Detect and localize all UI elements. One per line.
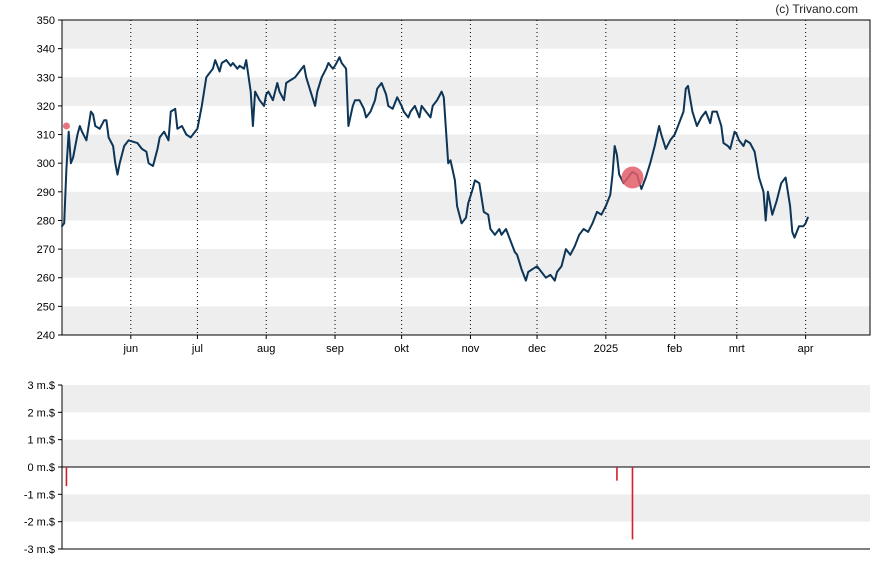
insider-trade-marker	[621, 166, 644, 189]
x-tick-label: mrt	[729, 343, 745, 355]
price-plot-frame	[61, 19, 871, 336]
volume-y-tick-label: -1 m.$	[24, 489, 55, 501]
volume-band	[62, 439, 870, 467]
y-tick-label: 290	[37, 187, 55, 199]
price-band	[62, 249, 870, 278]
x-tick-label: apr	[798, 343, 814, 355]
y-tick-label: 340	[37, 44, 55, 56]
volume-y-tick-label: 0 m.$	[27, 462, 55, 474]
price-markers	[62, 122, 644, 189]
y-tick-label: 350	[37, 15, 55, 27]
x-tick-label: nov	[462, 343, 480, 355]
volume-band	[62, 494, 870, 522]
price-y-ticks: 240 250 260 270 280 290 300 310 320 330 340 350	[37, 15, 62, 342]
x-tick-label: dec	[528, 343, 546, 355]
price-band	[62, 306, 870, 335]
volume-y-tick-label: -3 m.$	[24, 544, 55, 556]
y-tick-label: 320	[37, 101, 55, 113]
price-x-ticks: jun jul aug sep okt nov dec 2025 feb mrt apr	[122, 335, 814, 355]
volume-grid-bands	[62, 385, 870, 522]
price-line	[61, 56, 809, 282]
x-tick-label: feb	[667, 343, 682, 355]
volume-y-tick-label: 1 m.$	[27, 435, 55, 447]
volume-bars	[65, 467, 634, 540]
price-band	[62, 134, 870, 164]
y-tick-label: 270	[37, 244, 55, 256]
price-band	[62, 20, 870, 49]
y-tick-label: 280	[37, 215, 55, 227]
y-tick-label: 250	[37, 301, 55, 313]
insider-trade-marker	[62, 122, 70, 130]
price-month-grid	[130, 20, 807, 335]
volume-y-tick-label: 2 m.$	[27, 407, 55, 419]
y-tick-label: 330	[37, 72, 55, 84]
price-axis	[61, 19, 871, 336]
volume-y-tick-label: -2 m.$	[24, 517, 55, 529]
x-tick-label: jul	[191, 343, 203, 355]
price-grid-bands	[62, 20, 870, 335]
x-tick-label: aug	[257, 343, 275, 355]
y-tick-label: 310	[37, 130, 55, 142]
volume-y-tick-label: 3 m.$	[27, 380, 55, 392]
x-tick-label: sep	[326, 343, 344, 355]
x-tick-label: jun	[122, 343, 138, 355]
price-series	[61, 56, 809, 282]
copyright-label: (c) Trivano.com	[775, 2, 858, 16]
volume-band	[62, 385, 870, 413]
y-tick-label: 300	[37, 158, 55, 170]
x-tick-label: okt	[394, 343, 409, 355]
y-tick-label: 240	[37, 330, 55, 342]
y-tick-label: 260	[37, 273, 55, 285]
price-band	[62, 77, 870, 106]
volume-y-ticks: 3 m.$ 2 m.$ 1 m.$ 0 m.$ -1 m.$ -2 m.$ -3 m.$	[24, 380, 62, 556]
x-tick-label: 2025	[594, 343, 618, 355]
